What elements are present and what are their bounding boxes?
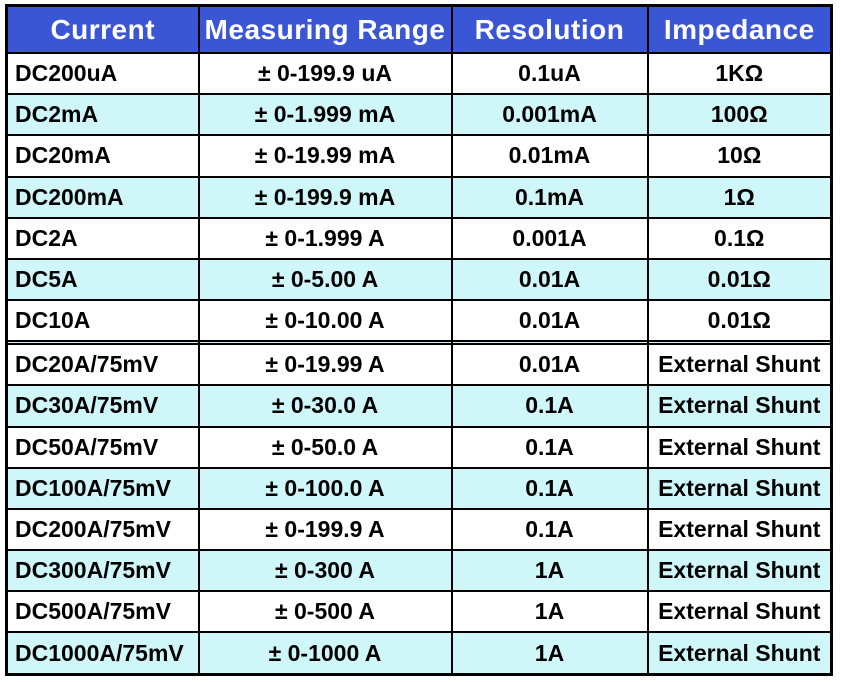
cell-current: DC20mA [5, 134, 200, 178]
cell-measuring-range: ± 0-10.00 A [197, 299, 453, 343]
cell-current: DC50A/75mV [5, 425, 200, 469]
cell-impedance: 0.01Ω [646, 257, 833, 302]
cell-resolution: 0.01mA [450, 134, 649, 178]
cell-resolution: 1A [450, 631, 649, 676]
table-row: DC20A/75mV ± 0-19.99 A 0.01A External Shunt [5, 343, 833, 387]
table-row: DC2A ± 0-1.999 A 0.001A 0.1Ω [5, 216, 833, 260]
cell-resolution: 0.001A [450, 216, 649, 260]
cell-measuring-range: ± 0-5.00 A [197, 257, 453, 302]
cell-measuring-range: ± 0-500 A [197, 590, 453, 634]
cell-current: DC20A/75mV [5, 343, 200, 387]
cell-current: DC2mA [5, 93, 200, 137]
cell-resolution: 0.01A [450, 257, 649, 302]
cell-measuring-range: ± 0-100.0 A [197, 466, 453, 510]
cell-current: DC200A/75mV [5, 507, 200, 552]
column-header-measuring-range: Measuring Range [197, 4, 453, 54]
table-row: DC500A/75mV ± 0-500 A 1A External Shunt [5, 590, 833, 634]
cell-resolution: 0.01A [450, 299, 649, 343]
cell-impedance: External Shunt [646, 343, 833, 387]
cell-impedance: External Shunt [646, 425, 833, 469]
cell-current: DC500A/75mV [5, 590, 200, 634]
table-row: DC300A/75mV ± 0-300 A 1A External Shunt [5, 549, 833, 593]
cell-measuring-range: ± 0-1.999 mA [197, 93, 453, 137]
column-header-impedance: Impedance [646, 4, 833, 54]
cell-measuring-range: ± 0-199.9 mA [197, 175, 453, 219]
cell-resolution: 0.1A [450, 425, 649, 469]
table-body: DC200uA ± 0-199.9 uA 0.1uA 1KΩ DC2mA ± 0-1.99… [5, 51, 833, 676]
cell-measuring-range: ± 0-199.9 A [197, 507, 453, 552]
table-row: DC30A/75mV ± 0-30.0 A 0.1A External Shunt [5, 384, 833, 428]
cell-current: DC30A/75mV [5, 384, 200, 428]
table-row: DC1000A/75mV ± 0-1000 A 1A External Shunt [5, 631, 833, 676]
cell-current: DC2A [5, 216, 200, 260]
cell-resolution: 0.001mA [450, 93, 649, 137]
cell-measuring-range: ± 0-300 A [197, 549, 453, 593]
cell-impedance: External Shunt [646, 384, 833, 428]
table-row: DC5A ± 0-5.00 A 0.01A 0.01Ω [5, 257, 833, 302]
cell-impedance: External Shunt [646, 549, 833, 593]
table-row: DC200A/75mV ± 0-199.9 A 0.1A External Shunt [5, 507, 833, 552]
cell-current: DC300A/75mV [5, 549, 200, 593]
table-row: DC20mA ± 0-19.99 mA 0.01mA 10Ω [5, 134, 833, 178]
cell-current: DC200uA [5, 51, 200, 96]
table-row: DC200uA ± 0-199.9 uA 0.1uA 1KΩ [5, 51, 833, 96]
cell-measuring-range: ± 0-50.0 A [197, 425, 453, 469]
table-row: DC2mA ± 0-1.999 mA 0.001mA 100Ω [5, 93, 833, 137]
cell-resolution: 0.1A [450, 507, 649, 552]
cell-resolution: 0.1uA [450, 51, 649, 96]
cell-impedance: External Shunt [646, 507, 833, 552]
table-row: DC50A/75mV ± 0-50.0 A 0.1A External Shunt [5, 425, 833, 469]
cell-impedance: External Shunt [646, 590, 833, 634]
cell-impedance: External Shunt [646, 631, 833, 676]
cell-current: DC200mA [5, 175, 200, 219]
table-row: DC200mA ± 0-199.9 mA 0.1mA 1Ω [5, 175, 833, 219]
cell-measuring-range: ± 0-1000 A [197, 631, 453, 676]
cell-resolution: 1A [450, 590, 649, 634]
cell-measuring-range: ± 0-1.999 A [197, 216, 453, 260]
cell-current: DC1000A/75mV [5, 631, 200, 676]
cell-impedance: 10Ω [646, 134, 833, 178]
cell-impedance: 100Ω [646, 93, 833, 137]
current-spec-table: Current Measuring Range Resolution Imped… [5, 4, 833, 676]
cell-current: DC100A/75mV [5, 466, 200, 510]
cell-current: DC5A [5, 257, 200, 302]
cell-current: DC10A [5, 299, 200, 343]
cell-measuring-range: ± 0-30.0 A [197, 384, 453, 428]
cell-impedance: 0.1Ω [646, 216, 833, 260]
cell-impedance: External Shunt [646, 466, 833, 510]
cell-resolution: 0.01A [450, 343, 649, 387]
cell-impedance: 0.01Ω [646, 299, 833, 343]
cell-measuring-range: ± 0-19.99 mA [197, 134, 453, 178]
cell-resolution: 0.1A [450, 384, 649, 428]
table-row: DC100A/75mV ± 0-100.0 A 0.1A External Shunt [5, 466, 833, 510]
cell-resolution: 1A [450, 549, 649, 593]
cell-measuring-range: ± 0-199.9 uA [197, 51, 453, 96]
cell-impedance: 1KΩ [646, 51, 833, 96]
cell-measuring-range: ± 0-19.99 A [197, 343, 453, 387]
cell-resolution: 0.1A [450, 466, 649, 510]
column-header-resolution: Resolution [450, 4, 649, 54]
cell-resolution: 0.1mA [450, 175, 649, 219]
table-row: DC10A ± 0-10.00 A 0.01A 0.01Ω [5, 299, 833, 343]
column-header-current: Current [5, 4, 200, 54]
cell-impedance: 1Ω [646, 175, 833, 219]
header-row: Current Measuring Range Resolution Imped… [5, 4, 833, 54]
